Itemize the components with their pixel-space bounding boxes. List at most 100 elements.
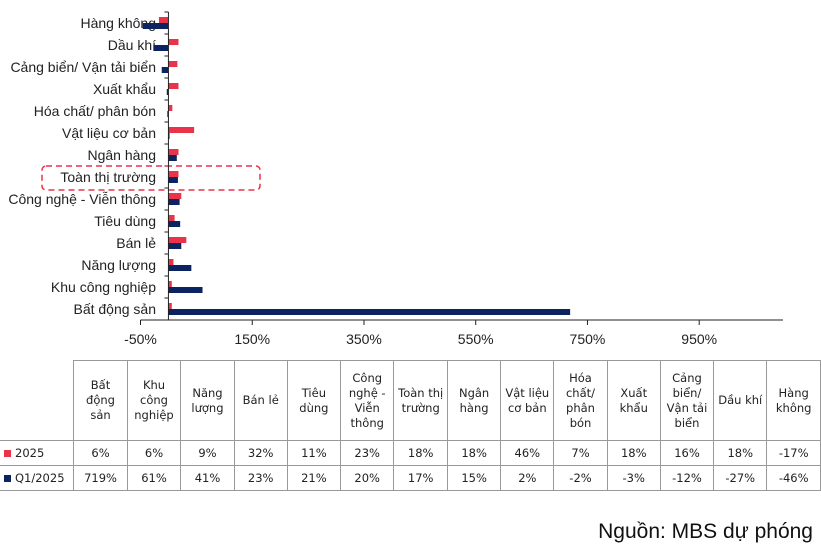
category-label: Năng lượng (81, 257, 156, 273)
bar-q1-2025 (168, 177, 178, 183)
legend-swatch-icon (4, 474, 11, 482)
row-label-text: Q1/2025 (15, 470, 65, 485)
table-cell: -17% (766, 440, 821, 466)
category-label: Cảng biển/ Vận tải biển (10, 59, 156, 75)
bar-q1-2025 (167, 111, 169, 117)
table-cell: 6% (73, 440, 128, 466)
bar-2025 (158, 17, 169, 23)
bar-q1-2025 (168, 287, 203, 293)
bar-2025 (168, 61, 178, 67)
category-label: Toàn thị trường (60, 169, 156, 185)
bar-2025 (168, 281, 172, 287)
column-header: Khu công nghiệp (126, 360, 182, 441)
table-cell: -12% (659, 465, 715, 491)
column-header: Ngân hàng (446, 360, 502, 441)
column-header: Cảng biển/ Vận tải biển (659, 360, 715, 441)
bar-q1-2025 (168, 309, 571, 315)
table-row: 2025 6% 6% 9% 32% 11% 23% 18% 18% 46% 7% 18% 16% 18% -… (0, 440, 821, 466)
bar-2025 (168, 237, 187, 243)
column-header: Năng lượng (180, 360, 235, 441)
bar-q1-2025 (168, 243, 182, 249)
table-cell: 41% (180, 465, 235, 491)
column-header: Toàn thị trường (393, 360, 448, 441)
bar-q1-2025 (168, 133, 170, 139)
category-label: Hóa chất/ phân bón (34, 103, 156, 119)
column-header: Dầu khí (713, 360, 768, 441)
table-header-row: Bất động sản Khu công nghiệp Năng lượng Bán… (0, 360, 821, 441)
table-cell: 32% (233, 440, 288, 466)
category-label: Tiêu dùng (94, 213, 156, 229)
table-cell: 61% (126, 465, 182, 491)
table-cell: 21% (286, 465, 342, 491)
table-cell: 23% (233, 465, 288, 491)
table-cell: 18% (446, 440, 502, 466)
bar-q1-2025 (168, 265, 192, 271)
category-label: Ngân hàng (87, 147, 156, 163)
x-tick-label: 550% (458, 331, 494, 347)
column-header: Hàng không (766, 360, 821, 441)
table-cell: 20% (340, 465, 395, 491)
data-table: Bất động sản Khu công nghiệp Năng lượng Bán… (0, 360, 821, 491)
x-tick-label: 950% (681, 331, 717, 347)
column-header: Bán lẻ (233, 360, 288, 441)
table-cell: -46% (766, 465, 821, 491)
table-cell: 46% (500, 440, 555, 466)
table-cell: 2% (500, 465, 555, 491)
category-label: Hàng không (80, 15, 156, 31)
table-cell: 11% (286, 440, 342, 466)
bar-q1-2025 (168, 199, 180, 205)
x-tick-label: 350% (346, 331, 382, 347)
table-cell: 15% (446, 465, 502, 491)
bar-q1-2025 (161, 67, 169, 73)
table-cell: 7% (553, 440, 608, 466)
bar-q1-2025 (153, 45, 169, 51)
table-cell: 6% (126, 440, 182, 466)
column-header: Xuất khẩu (606, 360, 661, 441)
bar-2025 (168, 127, 195, 133)
column-header: Tiêu dùng (286, 360, 342, 441)
category-label: Công nghệ - Viễn thông (8, 191, 156, 207)
table-cell: 9% (180, 440, 235, 466)
table-cell: 18% (606, 440, 661, 466)
table-cell: -3% (606, 465, 661, 491)
x-tick-label: 150% (234, 331, 270, 347)
row-label: 2025 (0, 440, 75, 466)
x-tick-label: -50% (124, 331, 157, 347)
category-label: Vật liệu cơ bản (62, 125, 156, 141)
row-label-text: 2025 (15, 445, 45, 460)
bar-2025 (168, 303, 172, 309)
table-cell: 719% (73, 465, 128, 491)
row-label: Q1/2025 (0, 465, 75, 491)
table-cell: 23% (340, 440, 395, 466)
bar-2025 (168, 149, 179, 155)
bar-chart: Hàng không Dầu khí Cảng biển/ Vận tải biển… (8, 11, 783, 347)
bar-q1-2025 (168, 221, 181, 227)
x-tick-label: 750% (570, 331, 606, 347)
category-label: Dầu khí (108, 37, 156, 53)
bar-2025 (168, 259, 174, 265)
bar-2025 (168, 193, 182, 199)
table-cell: 17% (393, 465, 448, 491)
category-label: Bất động sản (73, 301, 156, 317)
column-header: Công nghệ - Viễn thông (340, 360, 395, 441)
bar-q1-2025 (166, 89, 169, 95)
category-label: Xuất khẩu (93, 81, 156, 97)
category-label: Bán lẻ (116, 235, 156, 251)
column-header: Vật liệu cơ bản (500, 360, 555, 441)
highlight-box (41, 165, 261, 191)
table-cell: 16% (659, 440, 715, 466)
bar-2025 (168, 171, 179, 177)
table-cell: 18% (713, 440, 768, 466)
bar-q1-2025 (142, 23, 169, 29)
legend-swatch-icon (4, 449, 11, 457)
column-header: Hóa chất/ phân bón (553, 360, 608, 441)
bar-q1-2025 (168, 155, 177, 161)
bar-2025 (168, 39, 179, 45)
bar-2025 (168, 105, 173, 111)
source-note: Nguồn: MBS dự phóng (598, 520, 813, 543)
table-row: Q1/2025 719% 61% 41% 23% 21% 20% 17% 15% 2% -2% -3%… (0, 465, 821, 491)
column-header: Bất động sản (73, 360, 128, 441)
category-label: Khu công nghiệp (51, 279, 156, 295)
table-cell: -2% (553, 465, 608, 491)
bar-2025 (168, 215, 175, 221)
